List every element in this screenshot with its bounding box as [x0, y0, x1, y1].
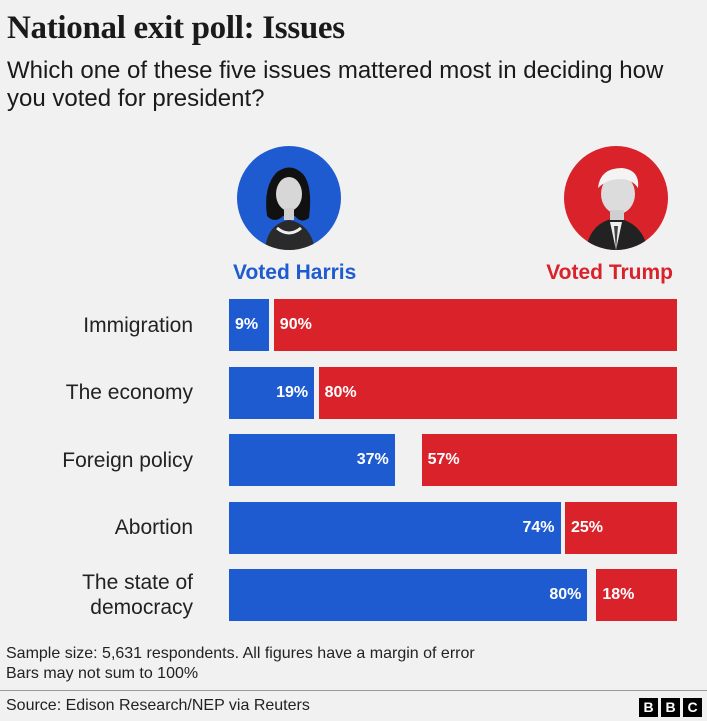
value-label-trump: 25% — [571, 518, 604, 536]
bar-harris — [229, 501, 561, 554]
category-label: The economy — [66, 380, 193, 405]
bar-trump — [596, 569, 677, 621]
category-label-line: Abortion — [114, 516, 193, 539]
category-label: Abortion — [115, 515, 193, 540]
bar-trump — [421, 434, 677, 486]
category-label-line: The economy — [65, 381, 193, 404]
value-label-harris: 80% — [549, 586, 582, 603]
value-label-harris: 74% — [522, 518, 555, 536]
category-label-line: democracy — [90, 596, 193, 619]
bar-harris — [229, 299, 270, 351]
footer-divider — [0, 690, 707, 691]
category-label-line: Immigration — [83, 313, 193, 337]
footnote-sum: Bars may not sum to 100% — [6, 665, 199, 682]
category-label-line: Foreign policy — [62, 448, 193, 472]
harris-portrait-icon — [237, 146, 341, 250]
value-label-trump: 80% — [324, 383, 357, 401]
value-label-harris: 9% — [235, 316, 259, 333]
bar-trump — [318, 366, 677, 419]
footnote-sample: Sample size: 5,631 respondents. All figu… — [6, 645, 475, 662]
bbc-logo-letter: B — [639, 698, 658, 717]
category-label: Foreign policy — [62, 448, 193, 473]
bar-harris — [229, 366, 315, 419]
bar-harris — [229, 569, 588, 621]
bar-harris — [229, 434, 395, 486]
category-label: The state of democracy — [82, 570, 193, 620]
value-label-harris: 19% — [276, 383, 309, 401]
bar-trump — [565, 501, 677, 554]
value-label-trump: 18% — [602, 586, 635, 603]
value-label-trump: 90% — [279, 316, 312, 333]
chart-subtitle: Which one of these five issues mattered … — [7, 57, 664, 112]
chart-title: National exit poll: Issues — [7, 10, 345, 46]
value-label-harris: 37% — [356, 451, 389, 468]
source-text: Source: Edison Research/NEP via Reuters — [6, 697, 310, 714]
bbc-logo-letter: B — [661, 698, 680, 717]
bar-trump — [273, 299, 677, 351]
trump-portrait-icon — [564, 146, 668, 250]
category-label-line: The state of — [82, 571, 193, 594]
footnote: Sample size: 5,631 respondents. All figu… — [6, 644, 475, 684]
legend-trump: Voted Trump — [546, 261, 673, 284]
legend-harris: Voted Harris — [233, 261, 357, 284]
value-label-trump: 57% — [427, 451, 460, 468]
bbc-logo: B B C — [639, 698, 702, 717]
bbc-logo-letter: C — [683, 698, 702, 717]
category-label: Immigration — [83, 313, 193, 338]
